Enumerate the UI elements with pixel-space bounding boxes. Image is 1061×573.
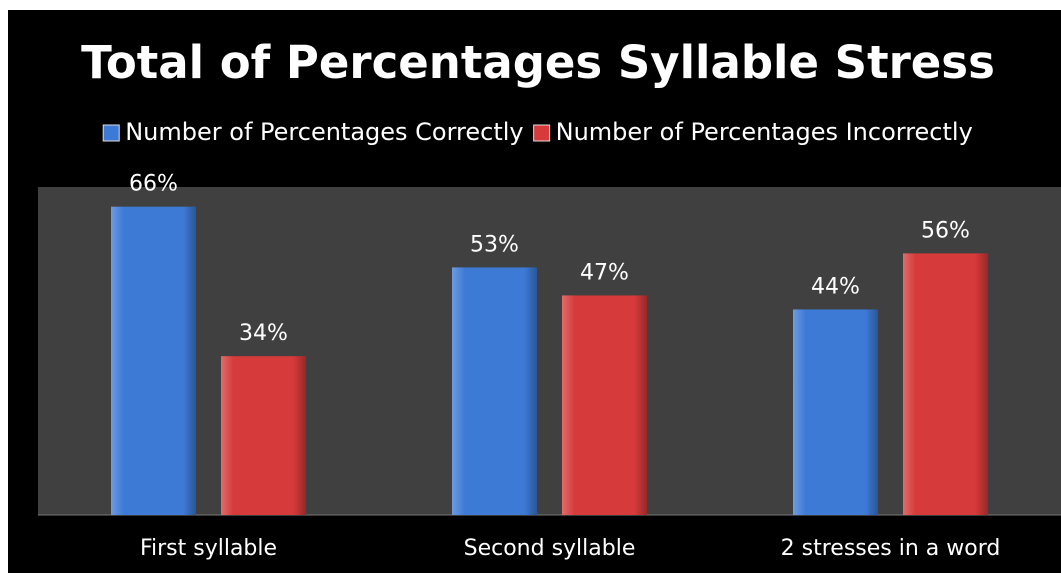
- legend-swatch: [102, 124, 120, 142]
- data-label: 47%: [580, 260, 629, 285]
- bar-shade: [452, 267, 537, 515]
- legend-swatch: [533, 124, 551, 142]
- bar-shade: [221, 356, 306, 515]
- data-label: 56%: [921, 218, 970, 243]
- data-label: 53%: [470, 232, 519, 257]
- data-label: 44%: [811, 274, 860, 299]
- x-tick-label: 2 stresses in a word: [781, 536, 1001, 561]
- chart-title: Total of Percentages Syllable Stress: [81, 36, 995, 89]
- bar-shade: [111, 206, 196, 515]
- data-label: 34%: [239, 321, 288, 346]
- legend-label: Number of Percentages Incorrectly: [556, 118, 973, 146]
- x-tick-label: Second syllable: [464, 536, 636, 561]
- bar-shade: [562, 295, 647, 515]
- legend-label: Number of Percentages Correctly: [125, 118, 523, 146]
- data-label: 66%: [129, 172, 178, 197]
- plot-area: [38, 187, 1061, 515]
- bar-shade: [793, 309, 878, 515]
- x-tick-label: First syllable: [140, 536, 277, 561]
- bar-shade: [903, 253, 988, 516]
